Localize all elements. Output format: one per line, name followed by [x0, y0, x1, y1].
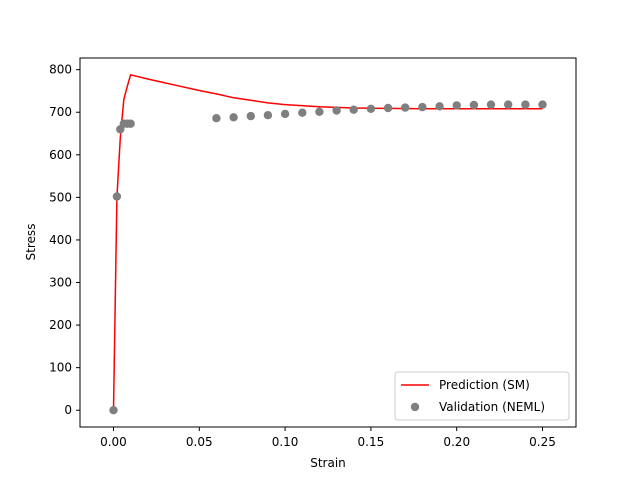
y-axis: 0 100 200 300 400 500 600 700 800: [49, 63, 80, 417]
scatter-point-validation: [109, 406, 118, 415]
x-tick-label: 0.10: [272, 435, 299, 449]
y-tick-label: 300: [49, 276, 72, 290]
scatter-point-validation: [401, 103, 410, 112]
scatter-point-validation: [315, 107, 324, 117]
scatter-point-validation: [263, 111, 273, 120]
scatter-point-validation: [469, 100, 479, 110]
scatter-point-validation: [349, 105, 358, 114]
scatter-point-validation: [212, 114, 221, 123]
y-tick-label: 400: [49, 233, 72, 247]
scatter-point-validation: [418, 102, 427, 112]
y-tick-label: 800: [49, 63, 72, 77]
legend-label-prediction: Prediction (SM): [439, 378, 530, 392]
x-tick-label: 0.05: [186, 435, 213, 449]
axes-frame: [79, 57, 577, 428]
x-axis-label: Strain: [310, 456, 346, 470]
legend-swatch-marker: [410, 402, 420, 412]
x-tick-label: 0.15: [358, 435, 385, 449]
scatter-point-validation: [486, 100, 496, 109]
scatter-point-validation: [435, 102, 444, 111]
y-tick-label: 500: [49, 190, 72, 204]
scatter-point-validation: [504, 100, 513, 109]
y-tick-label: 200: [49, 318, 72, 332]
y-tick-label: 600: [49, 148, 72, 162]
x-tick-label: 0.00: [100, 435, 127, 449]
legend: Prediction (SM) Validation (NEML): [394, 371, 570, 421]
scatter-point-validation: [383, 103, 393, 113]
plot-area: [79, 57, 577, 428]
scatter-point-validation: [112, 192, 122, 201]
scatter-point-validation: [452, 101, 461, 110]
scatter-point-validation: [126, 119, 135, 128]
x-tick-label: 0.25: [529, 435, 556, 449]
y-tick-label: 0: [64, 403, 72, 417]
scatter-point-validation: [246, 111, 255, 121]
scatter-point-validation: [280, 109, 290, 119]
legend-label-validation: Validation (NEML): [439, 400, 545, 414]
series-line-prediction: [112, 74, 543, 411]
scatter-point-validation: [332, 106, 341, 115]
y-axis-label: Stress: [24, 224, 38, 261]
scatter-point-validation: [366, 104, 376, 114]
scatter-point-validation: [229, 113, 238, 122]
y-tick-label: 100: [49, 361, 72, 375]
scatter-point-validation: [521, 100, 530, 109]
scatter-point-validation: [298, 108, 307, 117]
x-tick-label: 0.20: [443, 435, 470, 449]
x-axis: 0.00 0.05 0.10 0.15 0.20 0.25: [100, 427, 556, 449]
y-tick-label: 700: [49, 105, 72, 119]
scatter-point-validation: [538, 100, 547, 109]
legend-box: [394, 371, 570, 421]
